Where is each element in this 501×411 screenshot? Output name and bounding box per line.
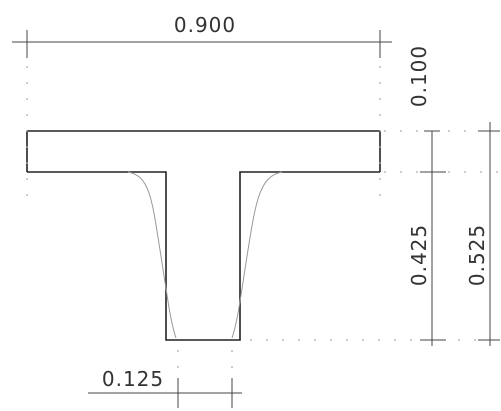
- haunch-right: [231, 171, 283, 339]
- extension-line: [177, 350, 233, 378]
- haunch-left: [127, 171, 177, 339]
- extension-line: [26, 50, 381, 210]
- dimension-label: 0.425: [407, 224, 431, 286]
- dimension-label: 0.125: [102, 367, 164, 391]
- beam-section: [26, 130, 381, 341]
- dimension-line: [88, 378, 242, 408]
- dimension-line: [478, 122, 500, 346]
- dimension-label: 0.900: [174, 13, 236, 37]
- dimension-line: [12, 30, 392, 58]
- dimension-label: 0.525: [465, 224, 489, 286]
- dimension-label: 0.100: [407, 45, 431, 107]
- extension-line: [250, 130, 500, 341]
- dimension-line: [420, 130, 446, 346]
